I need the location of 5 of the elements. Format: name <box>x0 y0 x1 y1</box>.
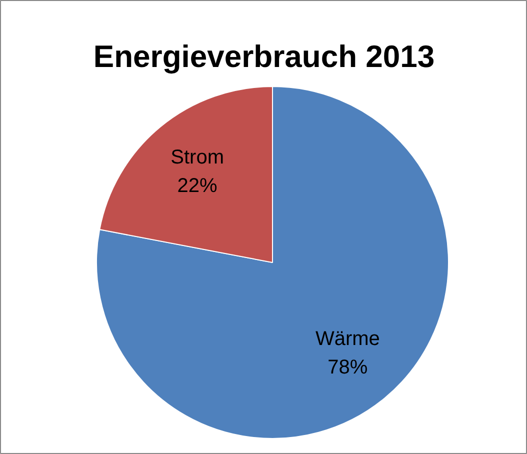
slice-label: Wärme <box>315 328 380 350</box>
data-label: 78% <box>328 356 368 379</box>
slice-label: Strom <box>170 146 224 168</box>
data-label: 22% <box>177 174 218 197</box>
chart-title: Energieverbrauch 2013 <box>93 39 435 74</box>
